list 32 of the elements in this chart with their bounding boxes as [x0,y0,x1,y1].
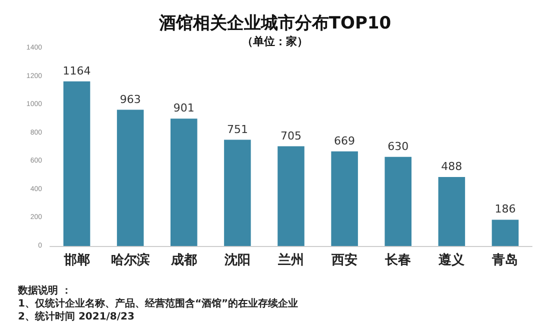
bar [224,140,251,246]
x-tick-label: 兰州 [277,252,304,268]
data-label: 751 [226,122,248,136]
data-label: 669 [334,134,356,148]
data-label: 1164 [62,64,91,78]
chart-title: 酒馆相关企业城市分布TOP10 [158,14,392,34]
text: 数据说明 ： [17,284,72,296]
bar [170,118,198,246]
x-tick-label: 成都 [170,253,197,268]
data-label: 705 [280,129,302,142]
x-tick-label: 邯郸 [62,252,90,268]
bar [384,156,412,246]
x-tick-label: 长春 [384,253,412,268]
text: 2、统计时间 2021/8/23 [18,310,134,322]
x-tick-label: 西安 [330,252,358,268]
x-tick-label: 遵义 [438,252,466,268]
data-label: 963 [120,92,141,106]
chart-subtitle: （单位：家） [242,35,308,48]
bar [63,81,90,246]
x-tick-label: 沈阳 [223,253,250,268]
bar [278,146,304,246]
bar [331,151,358,246]
bar [116,110,144,246]
x-tick-label: 哈尔滨 [110,252,150,268]
text: 1、仅统计企业名称、产品、经营范围含“酒馆”的在业存续企业 [18,298,298,310]
data-label: 630 [388,140,409,153]
data-label: 186 [494,202,516,216]
bar [438,176,466,246]
bar [492,220,519,246]
x-tick-label: 青岛 [491,253,518,268]
data-label: 488 [441,160,462,173]
data-label: 901 [173,102,194,115]
